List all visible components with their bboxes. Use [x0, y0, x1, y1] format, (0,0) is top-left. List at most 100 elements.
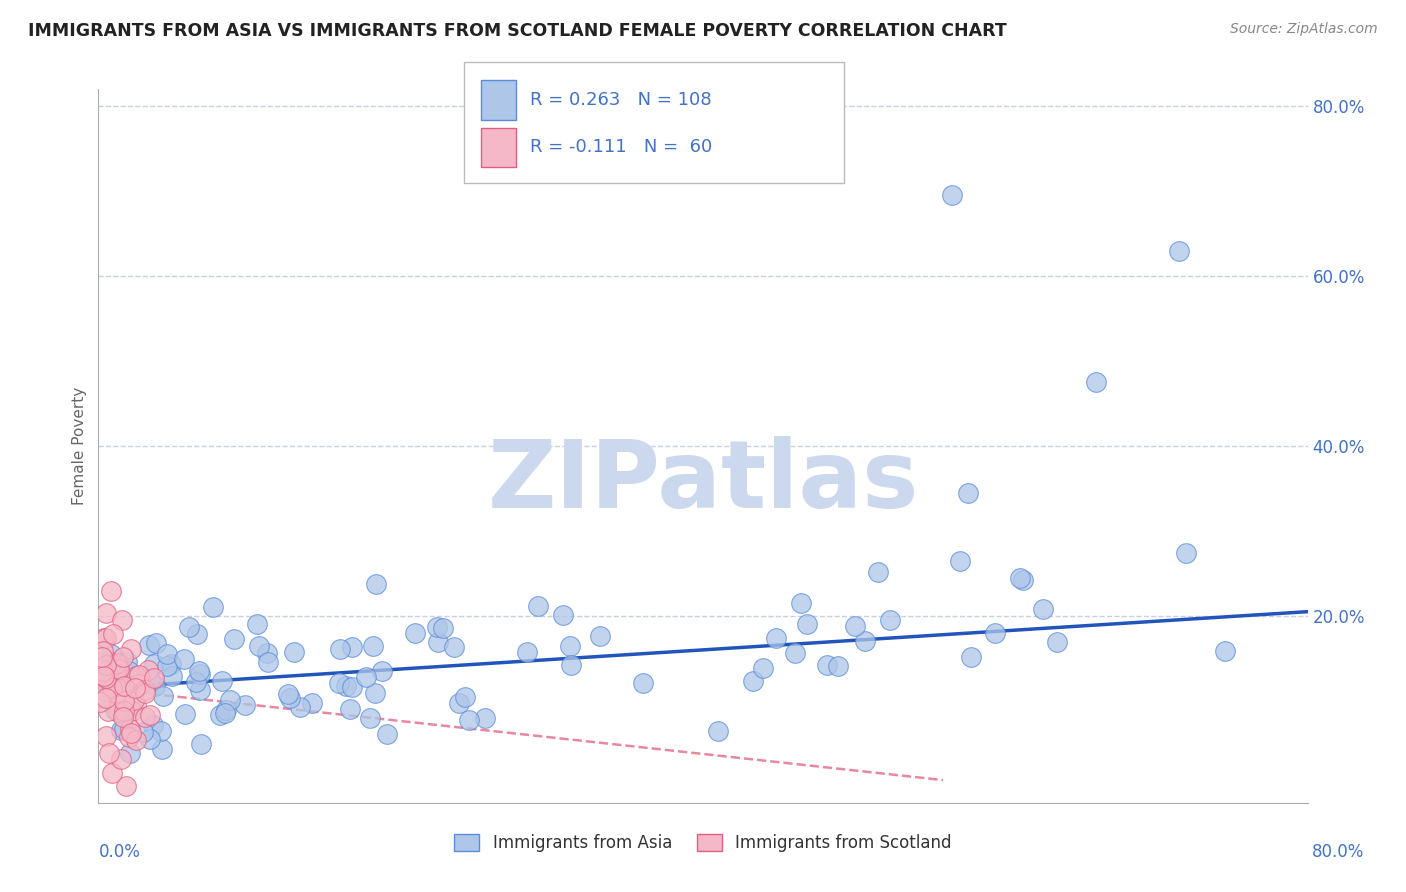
Point [765, 631, 787, 645]
Point [94, 729, 117, 743]
Point [101, 655, 124, 669]
Point [89, 695, 111, 709]
Point [143, 657, 166, 671]
Point [112, 694, 135, 708]
Text: IMMIGRANTS FROM ASIA VS IMMIGRANTS FROM SCOTLAND FEMALE POVERTY CORRELATION CHAR: IMMIGRANTS FROM ASIA VS IMMIGRANTS FROM … [28, 22, 1007, 40]
Point [256, 646, 278, 660]
Point [707, 724, 730, 739]
Point [101, 668, 124, 682]
Point [107, 706, 129, 720]
Point [111, 650, 134, 665]
Point [443, 640, 465, 654]
Point [960, 649, 983, 664]
Point [115, 677, 138, 691]
Point [111, 613, 134, 627]
Point [156, 658, 179, 673]
Point [427, 635, 450, 649]
Point [560, 639, 582, 653]
Point [91, 644, 114, 658]
Point [201, 600, 224, 615]
Point [112, 704, 135, 718]
Point [941, 188, 963, 202]
Point [108, 662, 131, 676]
Point [301, 696, 323, 710]
Point [125, 733, 148, 747]
Point [742, 673, 765, 688]
Point [97, 704, 120, 718]
Point [432, 621, 454, 635]
Point [361, 640, 384, 654]
Point [118, 722, 141, 736]
Point [340, 680, 363, 694]
Point [138, 707, 160, 722]
Point [796, 617, 818, 632]
Point [112, 679, 135, 693]
Point [1010, 571, 1032, 585]
Point [283, 644, 305, 658]
Point [139, 672, 162, 686]
Point [359, 711, 381, 725]
Point [138, 638, 160, 652]
Point [815, 657, 838, 672]
Point [1031, 601, 1053, 615]
Point [122, 693, 145, 707]
Point [827, 659, 849, 673]
Point [131, 725, 153, 739]
Point [128, 667, 150, 681]
Point [115, 779, 138, 793]
Point [984, 626, 1007, 640]
Point [1046, 635, 1069, 649]
Text: R = 0.263   N = 108: R = 0.263 N = 108 [530, 91, 711, 109]
Point [150, 741, 173, 756]
Point [159, 657, 181, 671]
Point [245, 617, 267, 632]
Point [752, 661, 775, 675]
Point [222, 632, 245, 647]
Point [457, 713, 479, 727]
Point [190, 737, 212, 751]
Point [97, 678, 120, 692]
Point [329, 642, 352, 657]
Point [879, 613, 901, 627]
Point [589, 629, 612, 643]
Point [364, 686, 387, 700]
Point [139, 732, 162, 747]
Point [145, 636, 167, 650]
Point [179, 620, 201, 634]
Point [104, 703, 127, 717]
Point [121, 726, 143, 740]
Point [278, 690, 301, 705]
Point [233, 698, 256, 713]
Point [277, 687, 299, 701]
Point [173, 652, 195, 666]
Point [447, 696, 470, 710]
Point [105, 656, 128, 670]
Point [127, 673, 149, 688]
Point [94, 631, 117, 645]
Point [136, 663, 159, 677]
Point [214, 706, 236, 720]
Text: R = -0.111   N =  60: R = -0.111 N = 60 [530, 138, 713, 156]
Point [110, 752, 132, 766]
Point [91, 649, 114, 664]
Point [474, 711, 496, 725]
Point [104, 662, 127, 676]
Point [553, 607, 575, 622]
Point [426, 620, 449, 634]
Point [142, 717, 165, 731]
Point [112, 722, 135, 736]
Legend: Immigrants from Asia, Immigrants from Scotland: Immigrants from Asia, Immigrants from Sc… [447, 827, 959, 859]
Point [101, 627, 124, 641]
Point [105, 664, 128, 678]
Point [340, 640, 363, 654]
Point [118, 664, 141, 678]
Point [128, 671, 150, 685]
Point [844, 619, 866, 633]
Point [633, 676, 655, 690]
Point [134, 710, 156, 724]
Point [103, 657, 125, 672]
Point [256, 655, 278, 669]
Point [94, 691, 117, 706]
Point [93, 631, 115, 645]
Point [121, 704, 143, 718]
